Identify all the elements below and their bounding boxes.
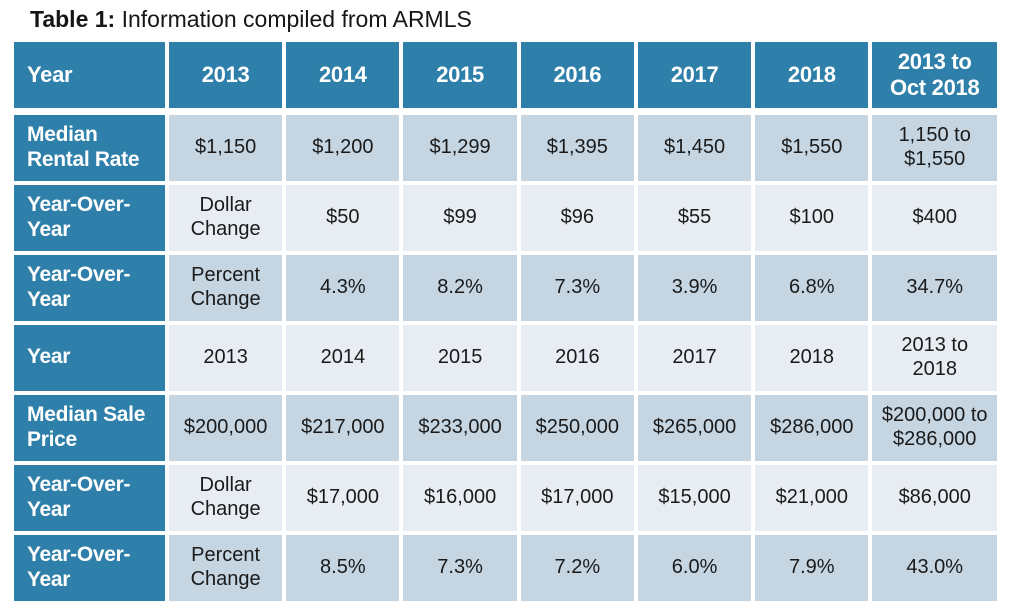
table-cell: 2014 <box>286 324 400 391</box>
column-header-2015: 2015 <box>403 41 517 108</box>
table-cell: 2013 <box>169 324 283 391</box>
table-cell: $217,000 <box>286 394 400 461</box>
table-cell: $400 <box>872 184 997 251</box>
table-cell: Percent Change <box>169 254 283 321</box>
header-row: Year 2013 2014 2015 2016 2017 2018 2013 … <box>14 41 997 108</box>
table-cell: $250,000 <box>520 394 634 461</box>
table-cell: 34.7% <box>872 254 997 321</box>
row-label: Year-Over-Year <box>14 534 165 601</box>
table-cell: 8.2% <box>403 254 517 321</box>
table-cell: Dollar Change <box>169 184 283 251</box>
table-cell: 4.3% <box>286 254 400 321</box>
table-caption: Information compiled from ARMLS <box>115 6 472 32</box>
row-label: Median Rental Rate <box>14 114 165 181</box>
table-cell: $17,000 <box>286 464 400 531</box>
table-cell: 7.3% <box>403 534 517 601</box>
table-cell: 2018 <box>755 324 869 391</box>
table-cell: $1,200 <box>286 114 400 181</box>
column-header-2016: 2016 <box>520 41 634 108</box>
table-cell: $15,000 <box>637 464 752 531</box>
row-label: Year-Over-Year <box>14 464 165 531</box>
row-label: Year-Over-Year <box>14 254 165 321</box>
page-title: Table 1: Information compiled from ARMLS <box>30 6 1024 34</box>
column-header-2013: 2013 <box>169 41 283 108</box>
table-cell: $86,000 <box>872 464 997 531</box>
table-cell: Percent Change <box>169 534 283 601</box>
table-cell: 6.0% <box>637 534 752 601</box>
data-table: Year 2013 2014 2015 2016 2017 2018 2013 … <box>14 41 997 601</box>
page: Table 1: Information compiled from ARMLS… <box>0 6 1024 614</box>
table-cell: $99 <box>403 184 517 251</box>
column-header-2018: 2018 <box>755 41 869 108</box>
column-header-2017: 2017 <box>637 41 752 108</box>
table-cell: $16,000 <box>403 464 517 531</box>
table-cell: Dollar Change <box>169 464 283 531</box>
table-cell: 7.9% <box>755 534 869 601</box>
table-cell: $1,550 <box>755 114 869 181</box>
table-cell: $1,150 <box>169 114 283 181</box>
column-header-2014: 2014 <box>286 41 400 108</box>
table-cell: $265,000 <box>637 394 752 461</box>
table-cell: 2016 <box>520 324 634 391</box>
table-cell: 2017 <box>637 324 752 391</box>
row-label: Median Sale Price <box>14 394 165 461</box>
table-cell: 7.3% <box>520 254 634 321</box>
table-cell: 3.9% <box>637 254 752 321</box>
table-cell: $200,000 <box>169 394 283 461</box>
table-cell: $286,000 <box>755 394 869 461</box>
table-cell: $55 <box>637 184 752 251</box>
column-header-2013-to-oct-2018: 2013 to Oct 2018 <box>872 41 997 108</box>
table-cell: 2015 <box>403 324 517 391</box>
table-cell: $96 <box>520 184 634 251</box>
table-cell: 7.2% <box>520 534 634 601</box>
table-cell: $1,299 <box>403 114 517 181</box>
table-cell: 6.8% <box>755 254 869 321</box>
table-body: Median Rental Rate $1,150 $1,200 $1,299 … <box>14 114 997 601</box>
table-cell: $1,395 <box>520 114 634 181</box>
table-cell: $21,000 <box>755 464 869 531</box>
table-cell: $50 <box>286 184 400 251</box>
table-cell: 1,150 to $1,550 <box>872 114 997 181</box>
row-label: Year-Over-Year <box>14 184 165 251</box>
table-cell: $200,000 to $286,000 <box>872 394 997 461</box>
row-label: Year <box>14 324 165 391</box>
table-cell: 2013 to 2018 <box>872 324 997 391</box>
column-header-year: Year <box>14 41 165 108</box>
table-cell: $1,450 <box>637 114 752 181</box>
table-number-label: Table 1: <box>30 6 116 32</box>
table-cell: $100 <box>755 184 869 251</box>
table-cell: 43.0% <box>872 534 997 601</box>
table-cell: $17,000 <box>520 464 634 531</box>
table-cell: 8.5% <box>286 534 400 601</box>
table-cell: $233,000 <box>403 394 517 461</box>
